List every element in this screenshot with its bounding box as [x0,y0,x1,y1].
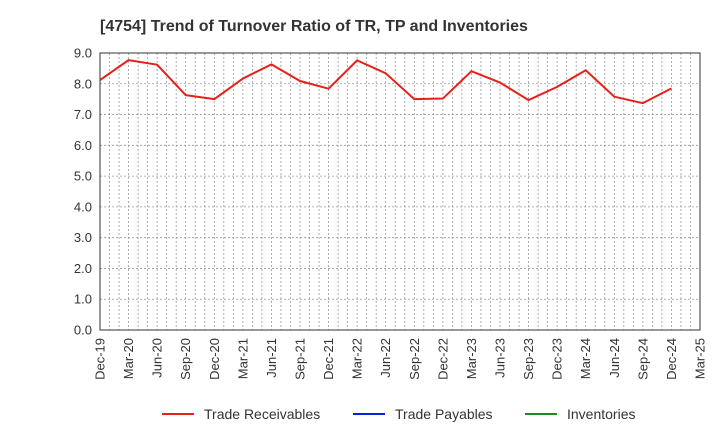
y-tick-label: 5.0 [74,169,92,184]
x-tick-label: Sep-20 [178,338,193,380]
y-tick-label: 9.0 [74,46,92,61]
plot-frame [99,52,701,331]
x-tick-label: Jun-23 [493,338,508,378]
x-tick-label: Jun-24 [607,338,622,378]
grid [100,52,700,330]
x-tick-label: Sep-23 [521,338,536,380]
series-lines [99,59,672,105]
y-tick-label: 7.0 [74,107,92,122]
x-tick-label: Mar-21 [235,338,250,379]
y-tick-label: 1.0 [74,292,92,307]
legend-label-trade-payables: Trade Payables [395,406,493,422]
y-tick-label: 6.0 [74,138,92,153]
legend-label-inventories: Inventories [567,406,635,422]
x-tick-label: Sep-22 [407,338,422,380]
x-tick-label: Jun-21 [264,338,279,378]
x-tick-label: Mar-22 [350,338,365,379]
x-tick-label: Dec-19 [93,338,108,380]
x-tick-label: Dec-20 [207,338,222,380]
x-tick-label: Mar-23 [464,338,479,379]
legend-label-trade-receivables: Trade Receivables [204,406,320,422]
x-tick-label: Jun-20 [150,338,165,378]
x-tick-label: Mar-25 [693,338,708,379]
x-tick-label: Dec-22 [435,338,450,380]
legend: Trade Receivables Trade Payables Inventori… [162,406,635,422]
y-tick-label: 8.0 [74,76,92,91]
chart-title: [4754] Trend of Turnover Ratio of TR, TP… [100,18,528,35]
x-tick-label: Mar-24 [578,338,593,379]
y-tick-label: 3.0 [74,230,92,245]
x-tick-label: Sep-21 [293,338,308,380]
x-tick-label: Mar-20 [121,338,136,379]
x-tick-label: Dec-21 [321,338,336,380]
y-tick-label: 4.0 [74,199,92,214]
y-tick-label: 2.0 [74,261,92,276]
axes: 0.0 1.0 2.0 3.0 4.0 5.0 6.0 7.0 8.0 9.0 Dec-19 Mar-… [74,46,708,380]
series-line-trade-receivables [99,59,672,105]
x-tick-label: Jun-22 [378,338,393,378]
x-tick-label: Dec-23 [550,338,565,380]
y-tick-label: 0.0 [74,323,92,338]
x-tick-label: Dec-24 [664,338,679,380]
x-tick-label: Sep-24 [635,338,650,380]
